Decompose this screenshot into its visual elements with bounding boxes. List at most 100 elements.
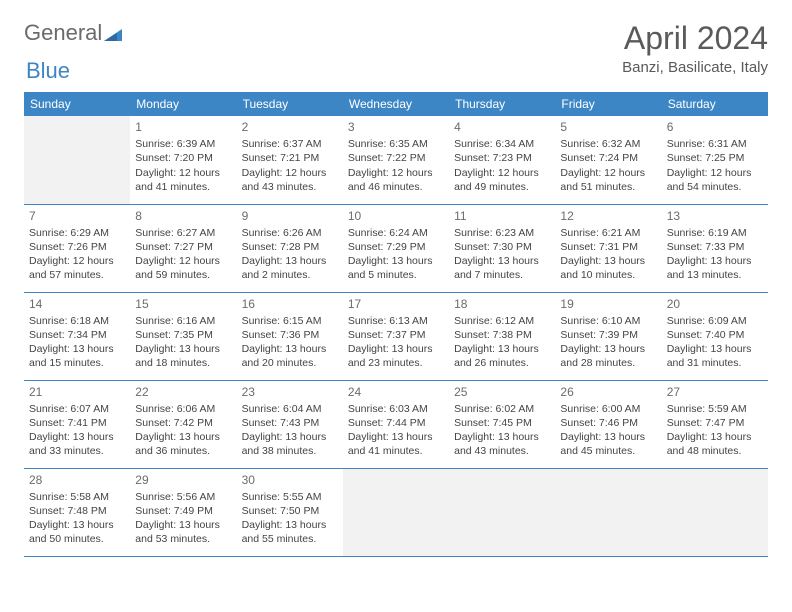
sunset-line: Sunset: 7:47 PM <box>667 416 763 430</box>
daylight-line: Daylight: 13 hours and 45 minutes. <box>560 430 656 458</box>
day-number: 10 <box>348 208 444 224</box>
daylight-line: Daylight: 13 hours and 18 minutes. <box>135 342 231 370</box>
day-number: 25 <box>454 384 550 400</box>
sunrise-line: Sunrise: 6:21 AM <box>560 226 656 240</box>
weekday-header-row: SundayMondayTuesdayWednesdayThursdayFrid… <box>24 92 768 116</box>
day-number: 7 <box>29 208 125 224</box>
sunrise-line: Sunrise: 6:27 AM <box>135 226 231 240</box>
calendar-day-cell: 13Sunrise: 6:19 AMSunset: 7:33 PMDayligh… <box>662 204 768 292</box>
day-number: 6 <box>667 119 763 135</box>
daylight-line: Daylight: 13 hours and 28 minutes. <box>560 342 656 370</box>
day-number: 26 <box>560 384 656 400</box>
weekday-header: Tuesday <box>237 92 343 116</box>
daylight-line: Daylight: 13 hours and 43 minutes. <box>454 430 550 458</box>
sunset-line: Sunset: 7:24 PM <box>560 151 656 165</box>
day-number: 30 <box>242 472 338 488</box>
calendar-week-row: 14Sunrise: 6:18 AMSunset: 7:34 PMDayligh… <box>24 292 768 380</box>
calendar-day-cell <box>555 468 661 556</box>
daylight-line: Daylight: 13 hours and 31 minutes. <box>667 342 763 370</box>
day-number: 17 <box>348 296 444 312</box>
daylight-line: Daylight: 13 hours and 10 minutes. <box>560 254 656 282</box>
daylight-line: Daylight: 13 hours and 13 minutes. <box>667 254 763 282</box>
calendar-day-cell: 27 Sunrise: 5:59 AMSunset: 7:47 PMDayligh… <box>662 380 768 468</box>
day-number: 1 <box>135 119 231 135</box>
day-number: 8 <box>135 208 231 224</box>
weekday-header: Monday <box>130 92 236 116</box>
daylight-line: Daylight: 12 hours and 54 minutes. <box>667 166 763 194</box>
sunset-line: Sunset: 7:21 PM <box>242 151 338 165</box>
daylight-line: Daylight: 13 hours and 2 minutes. <box>242 254 338 282</box>
month-title: April 2024 <box>622 20 768 57</box>
sunrise-line: Sunrise: 5:58 AM <box>29 490 125 504</box>
daylight-line: Daylight: 13 hours and 5 minutes. <box>348 254 444 282</box>
day-number: 5 <box>560 119 656 135</box>
sunset-line: Sunset: 7:27 PM <box>135 240 231 254</box>
calendar-day-cell: 3 Sunrise: 6:35 AMSunset: 7:22 PMDaylight… <box>343 116 449 204</box>
day-number: 3 <box>348 119 444 135</box>
calendar-day-cell: 9Sunrise: 6:26 AMSunset: 7:28 PMDaylight… <box>237 204 343 292</box>
sunrise-line: Sunrise: 5:56 AM <box>135 490 231 504</box>
sunrise-line: Sunrise: 6:24 AM <box>348 226 444 240</box>
sunrise-line: Sunrise: 6:15 AM <box>242 314 338 328</box>
calendar-day-cell: 5Sunrise: 6:32 AMSunset: 7:24 PMDaylight… <box>555 116 661 204</box>
sunset-line: Sunset: 7:41 PM <box>29 416 125 430</box>
day-number: 27 <box>667 384 763 400</box>
sunset-line: Sunset: 7:39 PM <box>560 328 656 342</box>
day-number: 24 <box>348 384 444 400</box>
calendar-day-cell: 19Sunrise: 6:10 AMSunset: 7:39 PMDayligh… <box>555 292 661 380</box>
sunrise-line: Sunrise: 6:29 AM <box>29 226 125 240</box>
daylight-line: Daylight: 13 hours and 38 minutes. <box>242 430 338 458</box>
location: Banzi, Basilicate, Italy <box>622 59 768 76</box>
daylight-line: Daylight: 13 hours and 48 minutes. <box>667 430 763 458</box>
day-number: 12 <box>560 208 656 224</box>
daylight-line: Daylight: 13 hours and 15 minutes. <box>29 342 125 370</box>
daylight-line: Daylight: 13 hours and 50 minutes. <box>29 518 125 546</box>
day-number: 20 <box>667 296 763 312</box>
calendar-day-cell: 20 Sunrise: 6:09 AMSunset: 7:40 PMDayligh… <box>662 292 768 380</box>
sunset-line: Sunset: 7:28 PM <box>242 240 338 254</box>
calendar-day-cell: 24Sunrise: 6:03 AMSunset: 7:44 PMDayligh… <box>343 380 449 468</box>
calendar-day-cell: 14Sunrise: 6:18 AMSunset: 7:34 PMDayligh… <box>24 292 130 380</box>
day-number: 18 <box>454 296 550 312</box>
sunset-line: Sunset: 7:50 PM <box>242 504 338 518</box>
sunrise-line: Sunrise: 5:55 AM <box>242 490 338 504</box>
sunrise-line: Sunrise: 6:23 AM <box>454 226 550 240</box>
calendar-day-cell: 21Sunrise: 6:07 AMSunset: 7:41 PMDayligh… <box>24 380 130 468</box>
sunset-line: Sunset: 7:43 PM <box>242 416 338 430</box>
daylight-line: Daylight: 12 hours and 43 minutes. <box>242 166 338 194</box>
calendar-week-row: 7Sunrise: 6:29 AMSunset: 7:26 PMDaylight… <box>24 204 768 292</box>
sunrise-line: Sunrise: 6:06 AM <box>135 402 231 416</box>
daylight-line: Daylight: 13 hours and 23 minutes. <box>348 342 444 370</box>
calendar-day-cell <box>662 468 768 556</box>
calendar-day-cell: 25Sunrise: 6:02 AMSunset: 7:45 PMDayligh… <box>449 380 555 468</box>
weekday-header: Sunday <box>24 92 130 116</box>
calendar-day-cell <box>24 116 130 204</box>
sunset-line: Sunset: 7:40 PM <box>667 328 763 342</box>
calendar-day-cell: 2Sunrise: 6:37 AMSunset: 7:21 PMDaylight… <box>237 116 343 204</box>
daylight-line: Daylight: 12 hours and 46 minutes. <box>348 166 444 194</box>
sunset-line: Sunset: 7:22 PM <box>348 151 444 165</box>
sunrise-line: Sunrise: 5:59 AM <box>667 402 763 416</box>
daylight-line: Daylight: 12 hours and 49 minutes. <box>454 166 550 194</box>
calendar-day-cell <box>449 468 555 556</box>
sunrise-line: Sunrise: 6:00 AM <box>560 402 656 416</box>
sunrise-line: Sunrise: 6:16 AM <box>135 314 231 328</box>
sunset-line: Sunset: 7:44 PM <box>348 416 444 430</box>
daylight-line: Daylight: 13 hours and 53 minutes. <box>135 518 231 546</box>
calendar-day-cell: 10Sunrise: 6:24 AMSunset: 7:29 PMDayligh… <box>343 204 449 292</box>
sunset-line: Sunset: 7:33 PM <box>667 240 763 254</box>
calendar-day-cell: 16Sunrise: 6:15 AMSunset: 7:36 PMDayligh… <box>237 292 343 380</box>
day-number: 22 <box>135 384 231 400</box>
calendar-day-cell: 8Sunrise: 6:27 AMSunset: 7:27 PMDaylight… <box>130 204 236 292</box>
calendar-day-cell: 1Sunrise: 6:39 AMSunset: 7:20 PMDaylight… <box>130 116 236 204</box>
daylight-line: Daylight: 12 hours and 41 minutes. <box>135 166 231 194</box>
calendar-day-cell: 12Sunrise: 6:21 AMSunset: 7:31 PMDayligh… <box>555 204 661 292</box>
sunrise-line: Sunrise: 6:35 AM <box>348 137 444 151</box>
calendar-day-cell: 4Sunrise: 6:34 AMSunset: 7:23 PMDaylight… <box>449 116 555 204</box>
logo: General <box>24 20 124 46</box>
sunrise-line: Sunrise: 6:09 AM <box>667 314 763 328</box>
sunrise-line: Sunrise: 6:10 AM <box>560 314 656 328</box>
day-number: 21 <box>29 384 125 400</box>
sunset-line: Sunset: 7:49 PM <box>135 504 231 518</box>
weekday-header: Saturday <box>662 92 768 116</box>
